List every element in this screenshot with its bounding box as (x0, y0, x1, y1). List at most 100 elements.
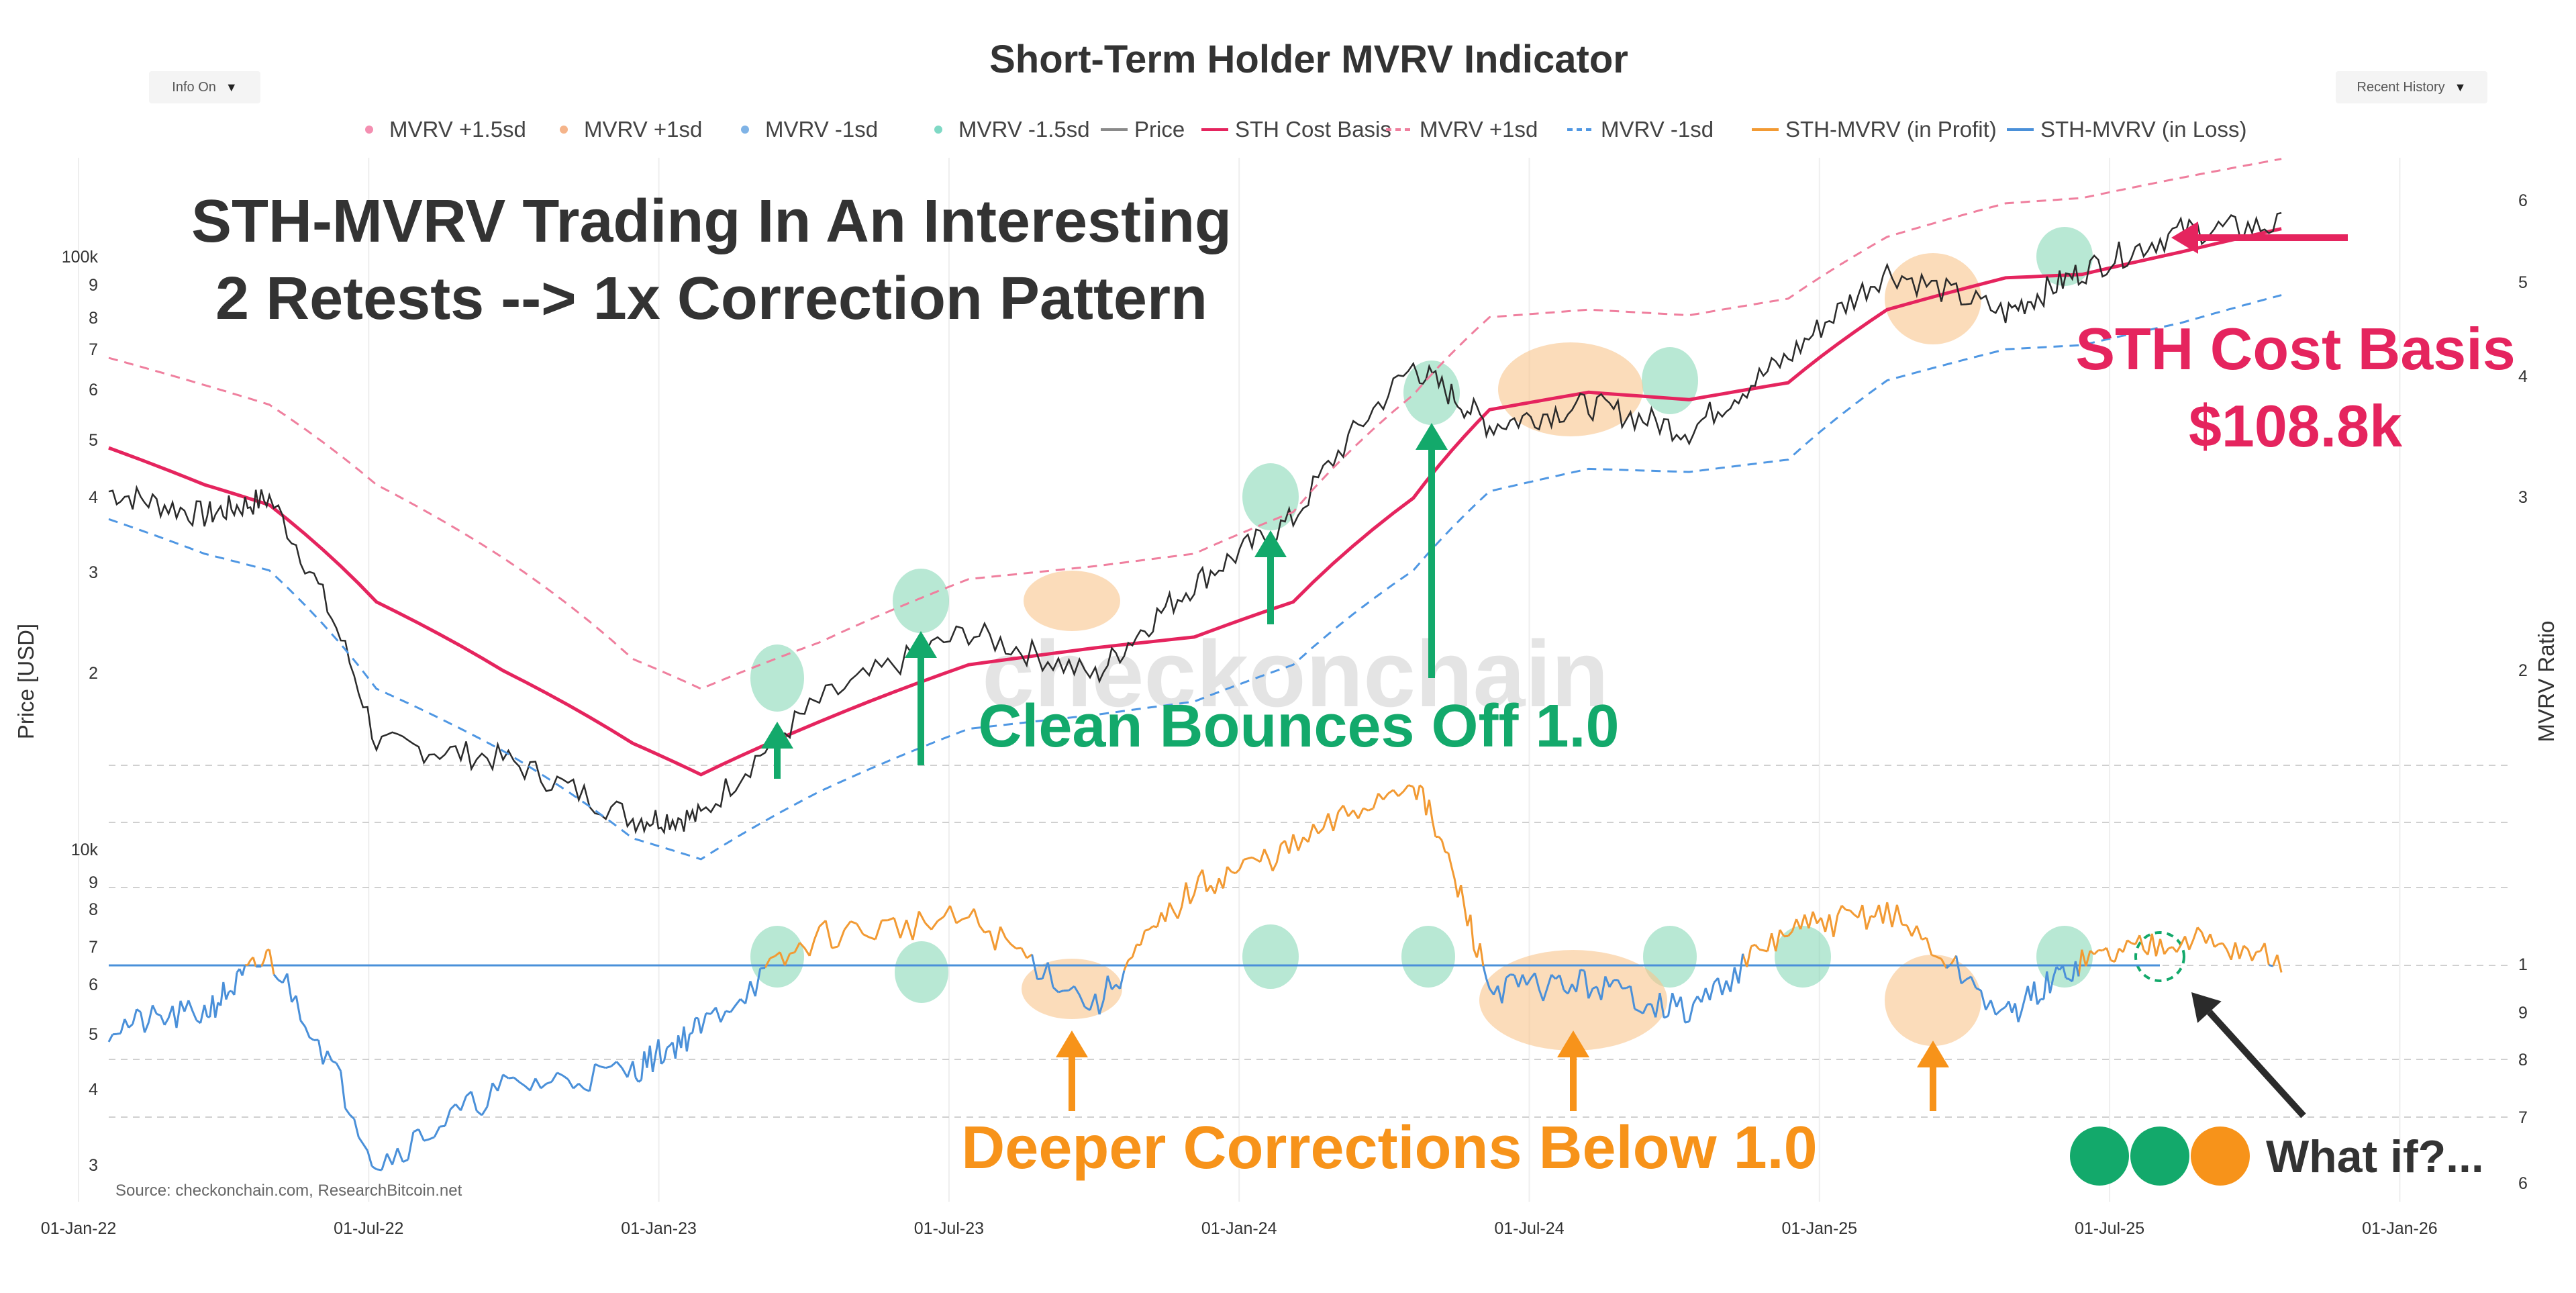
bounce-highlight (895, 941, 948, 1003)
legend-label: STH-MVRV (in Loss) (2040, 117, 2246, 142)
bounce-highlight (1242, 463, 1299, 530)
legend-item: MVRV -1sd (741, 117, 878, 142)
orange-arrow (1056, 1031, 1088, 1111)
y-tick-label: 3 (89, 1156, 98, 1175)
legend-item: MVRV +1sd (560, 117, 702, 142)
info-dropdown[interactable]: Info On ▼ (149, 71, 260, 103)
green-arrow (761, 722, 793, 779)
legend-item: STH-MVRV (in Loss) (2007, 117, 2246, 142)
y2-tick-label: 2 (2518, 661, 2528, 680)
y-tick-label: 3 (89, 563, 98, 582)
corrections-label: Deeper Corrections Below 1.0 (961, 1114, 1817, 1182)
x-tick-label: 01-Jan-24 (1201, 1219, 1277, 1238)
cost-basis-label-2: $108.8k (2189, 393, 2403, 459)
info-dropdown-label: Info On (172, 79, 216, 95)
what-if-label: What if?... (2266, 1131, 2484, 1182)
y-tick-label: 2 (89, 664, 98, 683)
legend-dot-icon (560, 126, 568, 134)
y-tick-label: 6 (89, 975, 98, 994)
series-sth-cost-basis (108, 227, 2282, 777)
black-arrow (2191, 992, 2306, 1118)
dropdown-arrow-icon: ▼ (225, 80, 238, 94)
x-tick-label: 01-Jul-25 (2075, 1219, 2144, 1238)
series-sth-mvrv-profit (245, 784, 2283, 977)
legend-label: MVRV +1.5sd (389, 117, 526, 142)
correction-highlight (1479, 950, 1667, 1051)
bounce-highlight (1401, 926, 1455, 988)
green-dot-2 (2130, 1127, 2189, 1186)
legend-item: Price (1101, 117, 1185, 142)
correction-highlight (1024, 571, 1120, 631)
legend-label: MVRV -1sd (1601, 117, 1714, 142)
y2-tick-label: 5 (2518, 273, 2528, 292)
range-dropdown-label: Recent History (2357, 79, 2445, 95)
series-mvrv-1sd (108, 294, 2282, 861)
legend-label: MVRV -1sd (765, 117, 878, 142)
y-tick-label: 5 (89, 431, 98, 450)
series-mvrv-1sd (108, 158, 2282, 690)
what-if-circle (2134, 931, 2185, 982)
bounce-highlight (1643, 926, 1697, 988)
bounce-highlight (750, 926, 804, 988)
series (107, 158, 2283, 1171)
green-arrow (1254, 530, 1287, 624)
y-tick-label: 9 (89, 873, 98, 892)
axes: 01-Jan-22 01-Jul-22 01-Jan-23 01-Jul-23 01-J… (13, 191, 2559, 1238)
y2-tick-label: 7 (2518, 1108, 2528, 1127)
x-tick-label: 01-Jul-23 (914, 1219, 984, 1238)
legend-item: STH Cost Basis (1201, 117, 1391, 142)
legend-dot-icon (741, 126, 749, 134)
bounce-highlight (1775, 926, 1831, 988)
y-tick-label: 7 (89, 340, 98, 359)
arrows (761, 222, 2348, 1118)
orange-arrow (1917, 1041, 1949, 1111)
series-sth-mvrv-loss (107, 953, 2273, 1171)
y-tick-label: 4 (89, 488, 98, 507)
y-tick-label: 9 (89, 276, 98, 295)
source-note: Source: checkonchain.com, ResearchBitcoi… (115, 1182, 462, 1200)
x-tick-label: 01-Jan-23 (621, 1219, 697, 1238)
green-arrow (1416, 423, 1448, 678)
y2-axis-title: MVRV Ratio (2534, 621, 2559, 743)
legend-label: MVRV +1sd (584, 117, 702, 142)
bounce-highlight (1642, 347, 1698, 414)
y2-tick-label: 1 (2518, 955, 2528, 974)
range-dropdown[interactable]: Recent History ▼ (2336, 71, 2487, 103)
correction-highlight (1885, 253, 1981, 344)
x-tick-label: 01-Jan-22 (41, 1219, 117, 1238)
correction-highlight (1498, 342, 1643, 436)
y2-tick-label: 6 (2518, 1174, 2528, 1193)
bounce-highlight (2036, 227, 2093, 286)
y-tick-label: 8 (89, 900, 98, 919)
bounce-highlight (750, 644, 804, 712)
y-tick-label: 10k (71, 841, 99, 859)
green-arrow (905, 631, 937, 765)
y-tick-label: 6 (89, 381, 98, 399)
correction-highlight (1885, 955, 1981, 1046)
legend-label: Price (1134, 117, 1185, 142)
legend-label: MVRV +1sd (1420, 117, 1538, 142)
series-price (108, 211, 2282, 835)
y-axis-title: Price [USD] (13, 624, 38, 739)
legend-label: STH Cost Basis (1235, 117, 1391, 142)
legend-dot-icon (365, 126, 373, 134)
highlight-ellipses (750, 227, 2185, 1051)
pink-arrow (2171, 222, 2348, 254)
legend-item: STH-MVRV (in Profit) (1752, 117, 1997, 142)
legend-label: MVRV -1.5sd (958, 117, 1090, 142)
legend-item: MVRV -1.5sd (934, 117, 1090, 142)
legend-item: MVRV -1sd (1567, 117, 1714, 142)
y-tick-label: 7 (89, 938, 98, 957)
headline-line-1: STH-MVRV Trading In An Interesting (191, 188, 1232, 255)
x-tick-label: 01-Jan-25 (1782, 1219, 1858, 1238)
orange-dot (2191, 1127, 2250, 1186)
y2-tick-label: 9 (2518, 1004, 2528, 1022)
bounce-highlight (1242, 924, 1299, 989)
x-tick-label: 01-Jul-24 (1494, 1219, 1564, 1238)
y2-tick-label: 3 (2518, 488, 2528, 507)
headline-line-2: 2 Retests --> 1x Correction Pattern (215, 265, 1207, 332)
x-tick-label: 01-Jan-26 (2362, 1219, 2438, 1238)
dropdown-arrow-icon: ▼ (2454, 80, 2467, 94)
chart-title: Short-Term Holder MVRV Indicator (989, 38, 1628, 81)
